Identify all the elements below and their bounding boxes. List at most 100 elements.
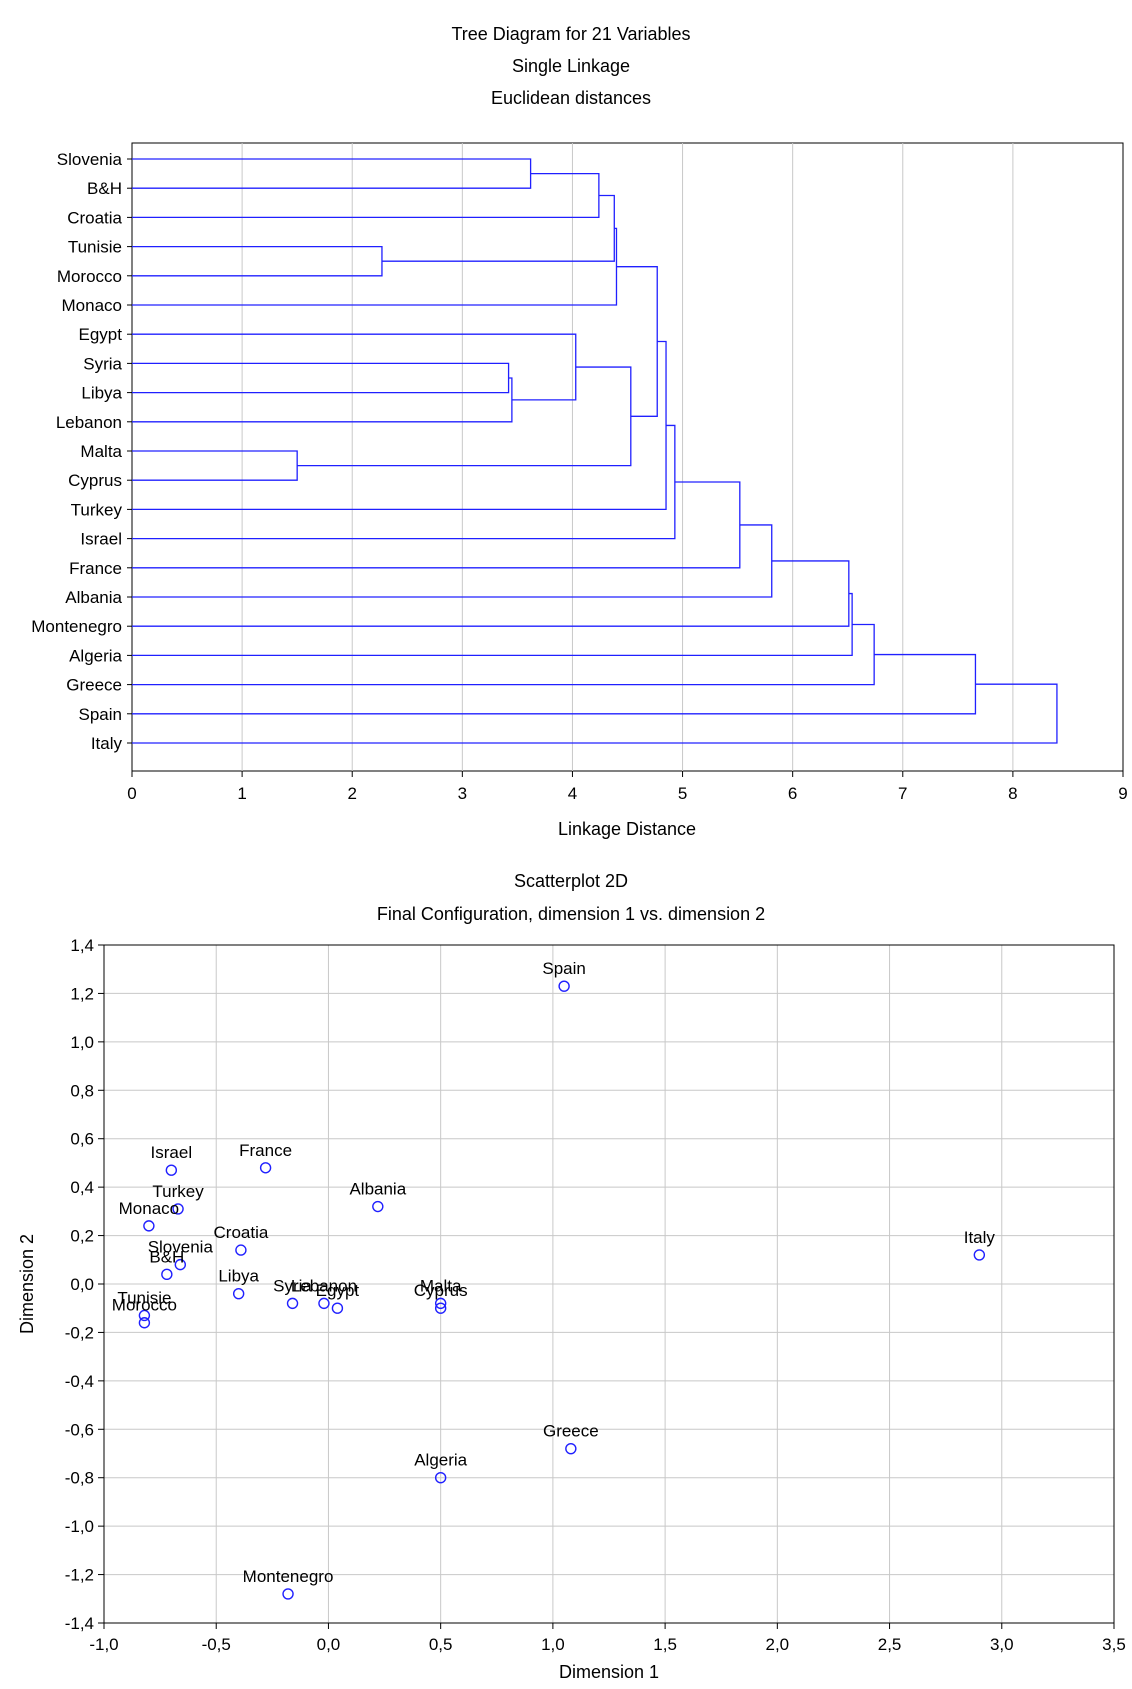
dendrogram-leaf-label: Slovenia [57,150,123,169]
scatter-point-label: Albania [349,1180,406,1199]
scatter-y-tick-label: -0,4 [65,1372,94,1391]
scatter-point-label: Turkey [152,1182,204,1201]
scatter-point [165,1164,178,1176]
scatter-y-tick-label: 0,4 [70,1178,94,1197]
dendrogram-leaf-label: Montenegro [31,617,122,636]
dendrogram-x-tick-label: 0 [127,784,136,803]
dendrogram-x-tick-label: 7 [898,784,907,803]
dendrogram-leaf-label: Egypt [79,325,123,344]
scatter-x-tick-label: 1,0 [541,1635,565,1654]
dendrogram-x-tick-label: 3 [458,784,467,803]
dendrogram-link [132,424,676,540]
scatter-x-tick-label: 3,0 [990,1635,1014,1654]
scatter-point-label: Croatia [214,1223,269,1242]
dendrogram-leaf-label: Libya [81,384,122,403]
dendrogram-title: Tree Diagram for 21 Variables [451,24,690,44]
dendrogram-leaf-label: Syria [83,354,122,373]
scatter-point [973,1249,986,1261]
dendrogram-leaf-label: Italy [91,734,123,753]
scatter-y-tick-label: 1,2 [70,984,94,1003]
scatter-y-tick-label: -0,6 [65,1420,94,1439]
scatter-point-label: Spain [542,959,585,978]
scatter-y-tick-label: 0,8 [70,1081,94,1100]
scatter-point [259,1162,272,1174]
dendrogram-leaf-label: Malta [80,442,122,461]
scatter-point [143,1220,155,1232]
dendrogram-link [132,592,853,657]
scatter-point-label: Cyprus [414,1281,468,1300]
dendrogram-link [132,245,383,277]
scatter-x-tick-label: 1,5 [653,1635,677,1654]
dendrogram-link [132,560,850,627]
dendrogram-x-tick-label: 6 [788,784,797,803]
scatter-point-label: B&H [149,1247,184,1266]
scatter-point [434,1297,447,1310]
scatter-point [174,1258,187,1271]
scatter-point-label: Israel [151,1143,193,1162]
dendrogram-x-tick-label: 5 [678,784,687,803]
scatter-x-tick-label: 3,5 [1102,1635,1126,1654]
dendrogram-link [132,158,532,189]
dendrogram-leaf-label: Spain [79,705,122,724]
dendrogram-x-tick-label: 1 [237,784,246,803]
scatter-y-tick-label: -1,2 [65,1566,94,1585]
scatter-point-label: Egypt [316,1281,360,1300]
dendrogram-link [297,366,632,467]
scatter-point [558,980,570,992]
scatter-point-label: Malta [420,1276,462,1295]
scatter-point [434,1472,447,1484]
scatter-x-tick-label: 2,0 [766,1635,790,1654]
dendrogram-x-tick-label: 8 [1008,784,1017,803]
scatter-title: Scatterplot 2D [514,871,628,891]
scatter-point-label: Morocco [112,1296,177,1315]
scatter-point [161,1268,173,1281]
scatter-y-tick-label: 0,2 [70,1227,94,1246]
scatter-point [372,1200,384,1213]
dendrogram-leaf-label: France [69,559,122,578]
scatter-point [172,1203,184,1215]
scatter-chart: Scatterplot 2D Final Configuration, dime… [17,871,1126,1682]
dendrogram-link [132,623,875,686]
scatter-y-tick-label: 0,0 [70,1275,94,1294]
scatter-point-label: Monaco [119,1199,179,1218]
scatter-point-label: Libya [218,1267,259,1286]
dendrogram-link [132,362,510,394]
scatter-point-label: Greece [543,1422,599,1441]
dendrogram-chart: Tree Diagram for 21 Variables Single Lin… [31,24,1127,839]
scatter-x-tick-label: -0,5 [202,1635,231,1654]
dendrogram-leaf-label: Croatia [67,208,122,227]
dendrogram-leaf-label: Greece [66,676,122,695]
scatter-point [138,1317,151,1329]
dendrogram-leaf-label: Morocco [57,267,122,286]
dendrogram-x-tick-label: 9 [1118,784,1127,803]
scatter-point-label: Slovenia [148,1238,214,1257]
scatter-x-tick-label: -1,0 [89,1635,118,1654]
dendrogram-leaf-label: Israel [80,530,122,549]
scatter-point-label: Lebanon [291,1276,357,1295]
scatter-x-axis-label: Dimension 1 [559,1662,659,1682]
dendrogram-link [132,450,298,481]
scatter-point [318,1297,330,1310]
scatter-point [565,1442,577,1455]
scatter-y-tick-label: 1,0 [70,1033,94,1052]
scatter-point [434,1302,447,1314]
scatter-point [232,1287,245,1300]
scatter-y-axis-label: Dimension 2 [17,1234,37,1334]
scatter-point [138,1309,151,1322]
dendrogram-leaf-label: Algeria [69,646,122,665]
dendrogram-link [132,227,618,306]
scatter-y-tick-label: -0,8 [65,1469,94,1488]
dendrogram-link [132,683,1058,744]
dendrogram-leaf-label: B&H [87,179,122,198]
scatter-point-label: France [239,1141,292,1160]
dendrogram-x-tick-label: 2 [347,784,356,803]
dendrogram-leaf-label: Albania [65,588,122,607]
scatter-point [235,1244,247,1256]
scatter-y-tick-label: 1,4 [70,936,94,955]
scatter-subtitle: Final Configuration, dimension 1 vs. dim… [377,904,765,924]
scatter-y-tick-label: -0,2 [65,1323,94,1342]
scatter-point-label: Tunisie [117,1288,171,1307]
dendrogram-link [381,194,615,262]
scatter-point-label: Syria [273,1276,312,1295]
dendrogram-link [616,266,658,417]
